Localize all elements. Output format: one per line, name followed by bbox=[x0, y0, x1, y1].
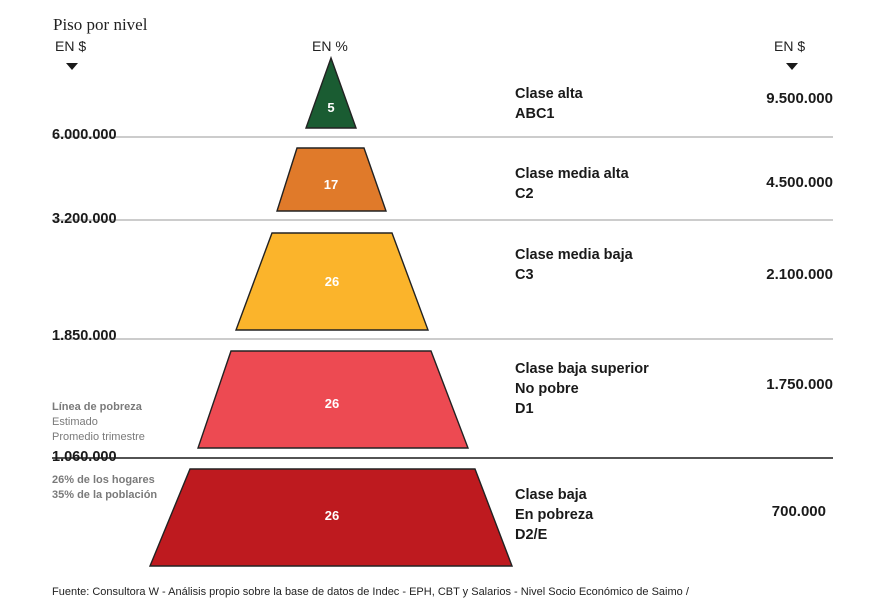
share-label: 26 bbox=[325, 396, 339, 411]
class-label-alta: Clase alta ABC1 bbox=[515, 84, 583, 124]
segment-clase-baja-superior bbox=[197, 350, 470, 449]
class-subtitle: No pobre bbox=[515, 381, 579, 397]
class-code: ABC1 bbox=[515, 106, 555, 122]
income-value: 4.500.000 bbox=[766, 174, 833, 191]
threshold-label: 6.000.000 bbox=[52, 127, 117, 143]
poverty-note-title: Línea de pobreza bbox=[52, 401, 142, 413]
class-label-media-alta: Clase media alta C2 bbox=[515, 164, 629, 204]
threshold-label: 1.850.000 bbox=[52, 328, 117, 344]
left-unit-label: EN $ bbox=[55, 38, 87, 54]
left-unit-arrow-icon bbox=[66, 63, 78, 70]
class-subtitle: En pobreza bbox=[515, 507, 594, 523]
income-value: 700.000 bbox=[771, 503, 826, 520]
center-unit-label: EN % bbox=[312, 38, 348, 54]
class-code: C2 bbox=[515, 186, 534, 202]
class-code: D1 bbox=[515, 401, 534, 417]
share-label: 5 bbox=[327, 100, 334, 115]
segment-clase-media-alta bbox=[276, 147, 387, 212]
poor-households-note: 26% de los hogares bbox=[52, 474, 155, 486]
chart-title: Piso por nivel bbox=[53, 15, 148, 34]
bottom-crop bbox=[0, 600, 883, 610]
class-label-media-baja: Clase media baja C3 bbox=[515, 245, 633, 285]
income-value: 9.500.000 bbox=[766, 90, 833, 107]
segment-clase-media-baja bbox=[234, 232, 430, 331]
class-label-baja: Clase baja En pobreza D2/E bbox=[515, 485, 593, 545]
class-code: C3 bbox=[515, 267, 534, 283]
source-note: Fuente: Consultora W - Análisis propio s… bbox=[52, 586, 689, 598]
share-label: 26 bbox=[325, 274, 339, 289]
share-label: 26 bbox=[325, 508, 339, 523]
poverty-note: Línea de pobreza Estimado Promedio trime… bbox=[52, 400, 145, 445]
poor-population-note: 35% de la población bbox=[52, 489, 158, 501]
class-name: Clase alta bbox=[515, 86, 583, 102]
class-name: Clase media baja bbox=[515, 247, 633, 263]
segment-clase-alta bbox=[305, 55, 357, 129]
class-name: Clase media alta bbox=[515, 166, 629, 182]
poverty-threshold-label: 1.060.000 bbox=[52, 449, 117, 465]
class-label-baja-superior: Clase baja superior No pobre D1 bbox=[515, 359, 649, 419]
threshold-label: 3.200.000 bbox=[52, 211, 117, 227]
income-value: 2.100.000 bbox=[766, 266, 833, 283]
class-name: Clase baja bbox=[515, 487, 587, 503]
class-name: Clase baja superior bbox=[515, 361, 649, 377]
poverty-note-line: Estimado bbox=[52, 416, 98, 428]
class-code: D2/E bbox=[515, 527, 548, 543]
poor-share-note: 26% de los hogares 35% de la población bbox=[52, 473, 157, 503]
share-label: 17 bbox=[324, 177, 338, 192]
right-unit-label: EN $ bbox=[774, 38, 806, 54]
right-unit-arrow-icon bbox=[786, 63, 798, 70]
segment-clase-baja bbox=[148, 468, 514, 567]
income-value: 1.750.000 bbox=[766, 376, 833, 393]
poverty-note-line: Promedio trimestre bbox=[52, 431, 145, 443]
